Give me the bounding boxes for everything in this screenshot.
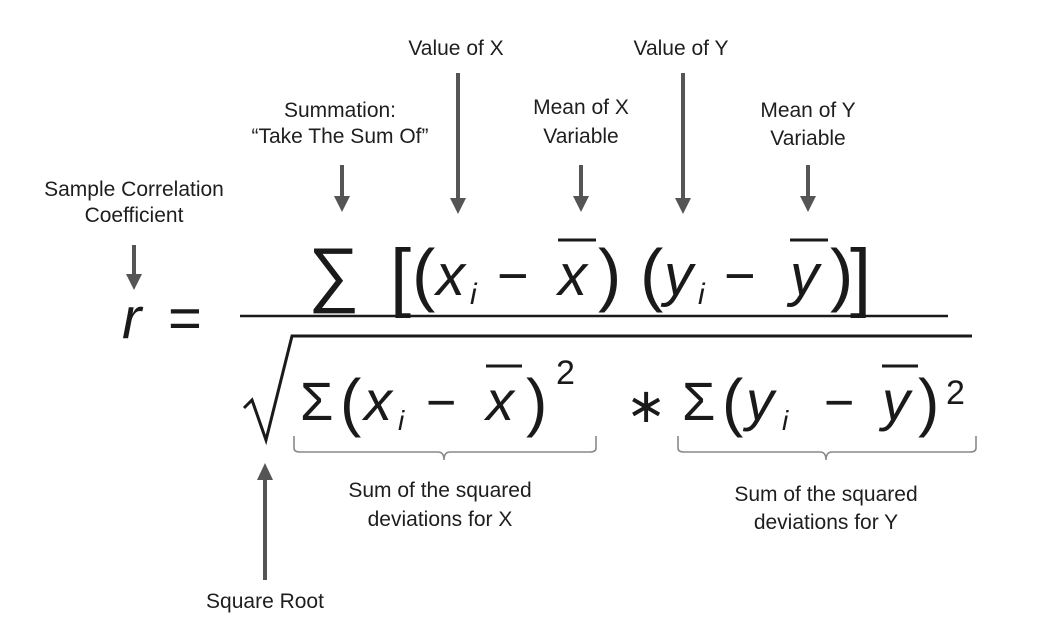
denom-minus-x: − bbox=[426, 374, 456, 432]
denom-subscript-i-y: i bbox=[782, 405, 789, 436]
denominator: Σ ( x i − x ) 2 ∗ Σ ( y i − y ) 2 bbox=[242, 334, 972, 446]
arrow-sample-correlation bbox=[126, 245, 142, 290]
arrows bbox=[126, 73, 816, 580]
numerator: ∑ [ ( x i − x ) ( y i − y ) ] bbox=[308, 234, 871, 319]
label-mean-of-x-line1: Mean of X bbox=[533, 96, 629, 119]
subscript-i-y: i bbox=[698, 278, 706, 311]
formula-equals: = bbox=[168, 286, 202, 351]
label-sum-sq-x-line1: Sum of the squared bbox=[348, 479, 531, 502]
label-sum-sq-y-line2: deviations for Y bbox=[754, 511, 898, 534]
var-x-mean: x bbox=[555, 243, 589, 308]
formula-r: r bbox=[122, 286, 144, 351]
left-paren-x: ( bbox=[412, 235, 435, 313]
brace-sum-sq-y bbox=[677, 436, 977, 461]
label-mean-of-x: Mean of X Variable bbox=[533, 96, 629, 148]
sigma-symbol: ∑ bbox=[308, 234, 359, 314]
label-mean-of-y-line2: Variable bbox=[770, 127, 846, 150]
var-y-mean: y bbox=[786, 243, 822, 308]
label-sample-correlation-line2: Coefficient bbox=[85, 204, 184, 227]
arrow-square-root bbox=[257, 463, 273, 580]
right-paren-sq-y: ) bbox=[918, 366, 939, 438]
label-sum-sq-y-line1: Sum of the squared bbox=[734, 483, 917, 506]
subscript-i-x: i bbox=[470, 278, 478, 311]
left-paren-sq-y: ( bbox=[722, 366, 743, 438]
left-bracket: [ bbox=[390, 234, 411, 319]
denom-var-x-i: x bbox=[361, 369, 394, 432]
label-mean-of-y: Mean of Y Variable bbox=[760, 99, 855, 150]
right-paren-y: ) bbox=[830, 235, 853, 313]
sigma-x: Σ bbox=[300, 372, 333, 432]
brace-sum-sq-x bbox=[293, 436, 597, 461]
label-square-root: Square Root bbox=[206, 590, 324, 613]
label-sum-sq-y: Sum of the squared deviations for Y bbox=[734, 483, 917, 534]
right-paren-sq-x: ) bbox=[526, 366, 547, 438]
minus-x: − bbox=[497, 246, 529, 306]
arrow-value-of-y bbox=[675, 73, 691, 214]
arrow-mean-of-y bbox=[800, 165, 816, 212]
multiply-asterisk: ∗ bbox=[626, 380, 666, 433]
exponent-2-y: 2 bbox=[946, 374, 965, 412]
label-sum-sq-x-line2: deviations for X bbox=[368, 508, 513, 531]
sigma-y: Σ bbox=[682, 372, 715, 432]
left-paren-y: ( bbox=[640, 235, 663, 313]
minus-y: − bbox=[724, 246, 756, 306]
var-x-i: x bbox=[433, 243, 467, 308]
right-paren-x: ) bbox=[598, 235, 621, 313]
denom-var-y-mean: y bbox=[878, 369, 913, 432]
label-sum-sq-x: Sum of the squared deviations for X bbox=[348, 479, 531, 531]
exponent-2-x: 2 bbox=[556, 354, 575, 392]
left-paren-sq-x: ( bbox=[340, 366, 361, 438]
arrow-value-of-x bbox=[450, 73, 466, 214]
label-sample-correlation-line1: Sample Correlation bbox=[44, 178, 224, 201]
label-mean-of-x-line2: Variable bbox=[543, 125, 619, 148]
label-value-of-x: Value of X bbox=[408, 37, 503, 60]
label-sample-correlation: Sample Correlation Coefficient bbox=[44, 178, 224, 227]
arrow-summation bbox=[334, 165, 350, 212]
denom-subscript-i-x: i bbox=[398, 405, 405, 436]
denom-var-y-i: y bbox=[742, 369, 777, 432]
label-mean-of-y-line1: Mean of Y bbox=[760, 99, 855, 122]
arrow-mean-of-x bbox=[573, 165, 589, 212]
square-root-radical bbox=[242, 334, 972, 446]
right-bracket: ] bbox=[850, 234, 871, 319]
label-summation-line2: “Take The Sum Of” bbox=[251, 125, 428, 148]
label-summation: Summation: “Take The Sum Of” bbox=[251, 99, 428, 148]
label-summation-line1: Summation: bbox=[284, 99, 396, 122]
label-value-of-y: Value of Y bbox=[634, 37, 729, 60]
denom-var-x-mean: x bbox=[483, 369, 516, 432]
denom-minus-y: − bbox=[824, 374, 854, 432]
var-y-i: y bbox=[660, 243, 696, 308]
